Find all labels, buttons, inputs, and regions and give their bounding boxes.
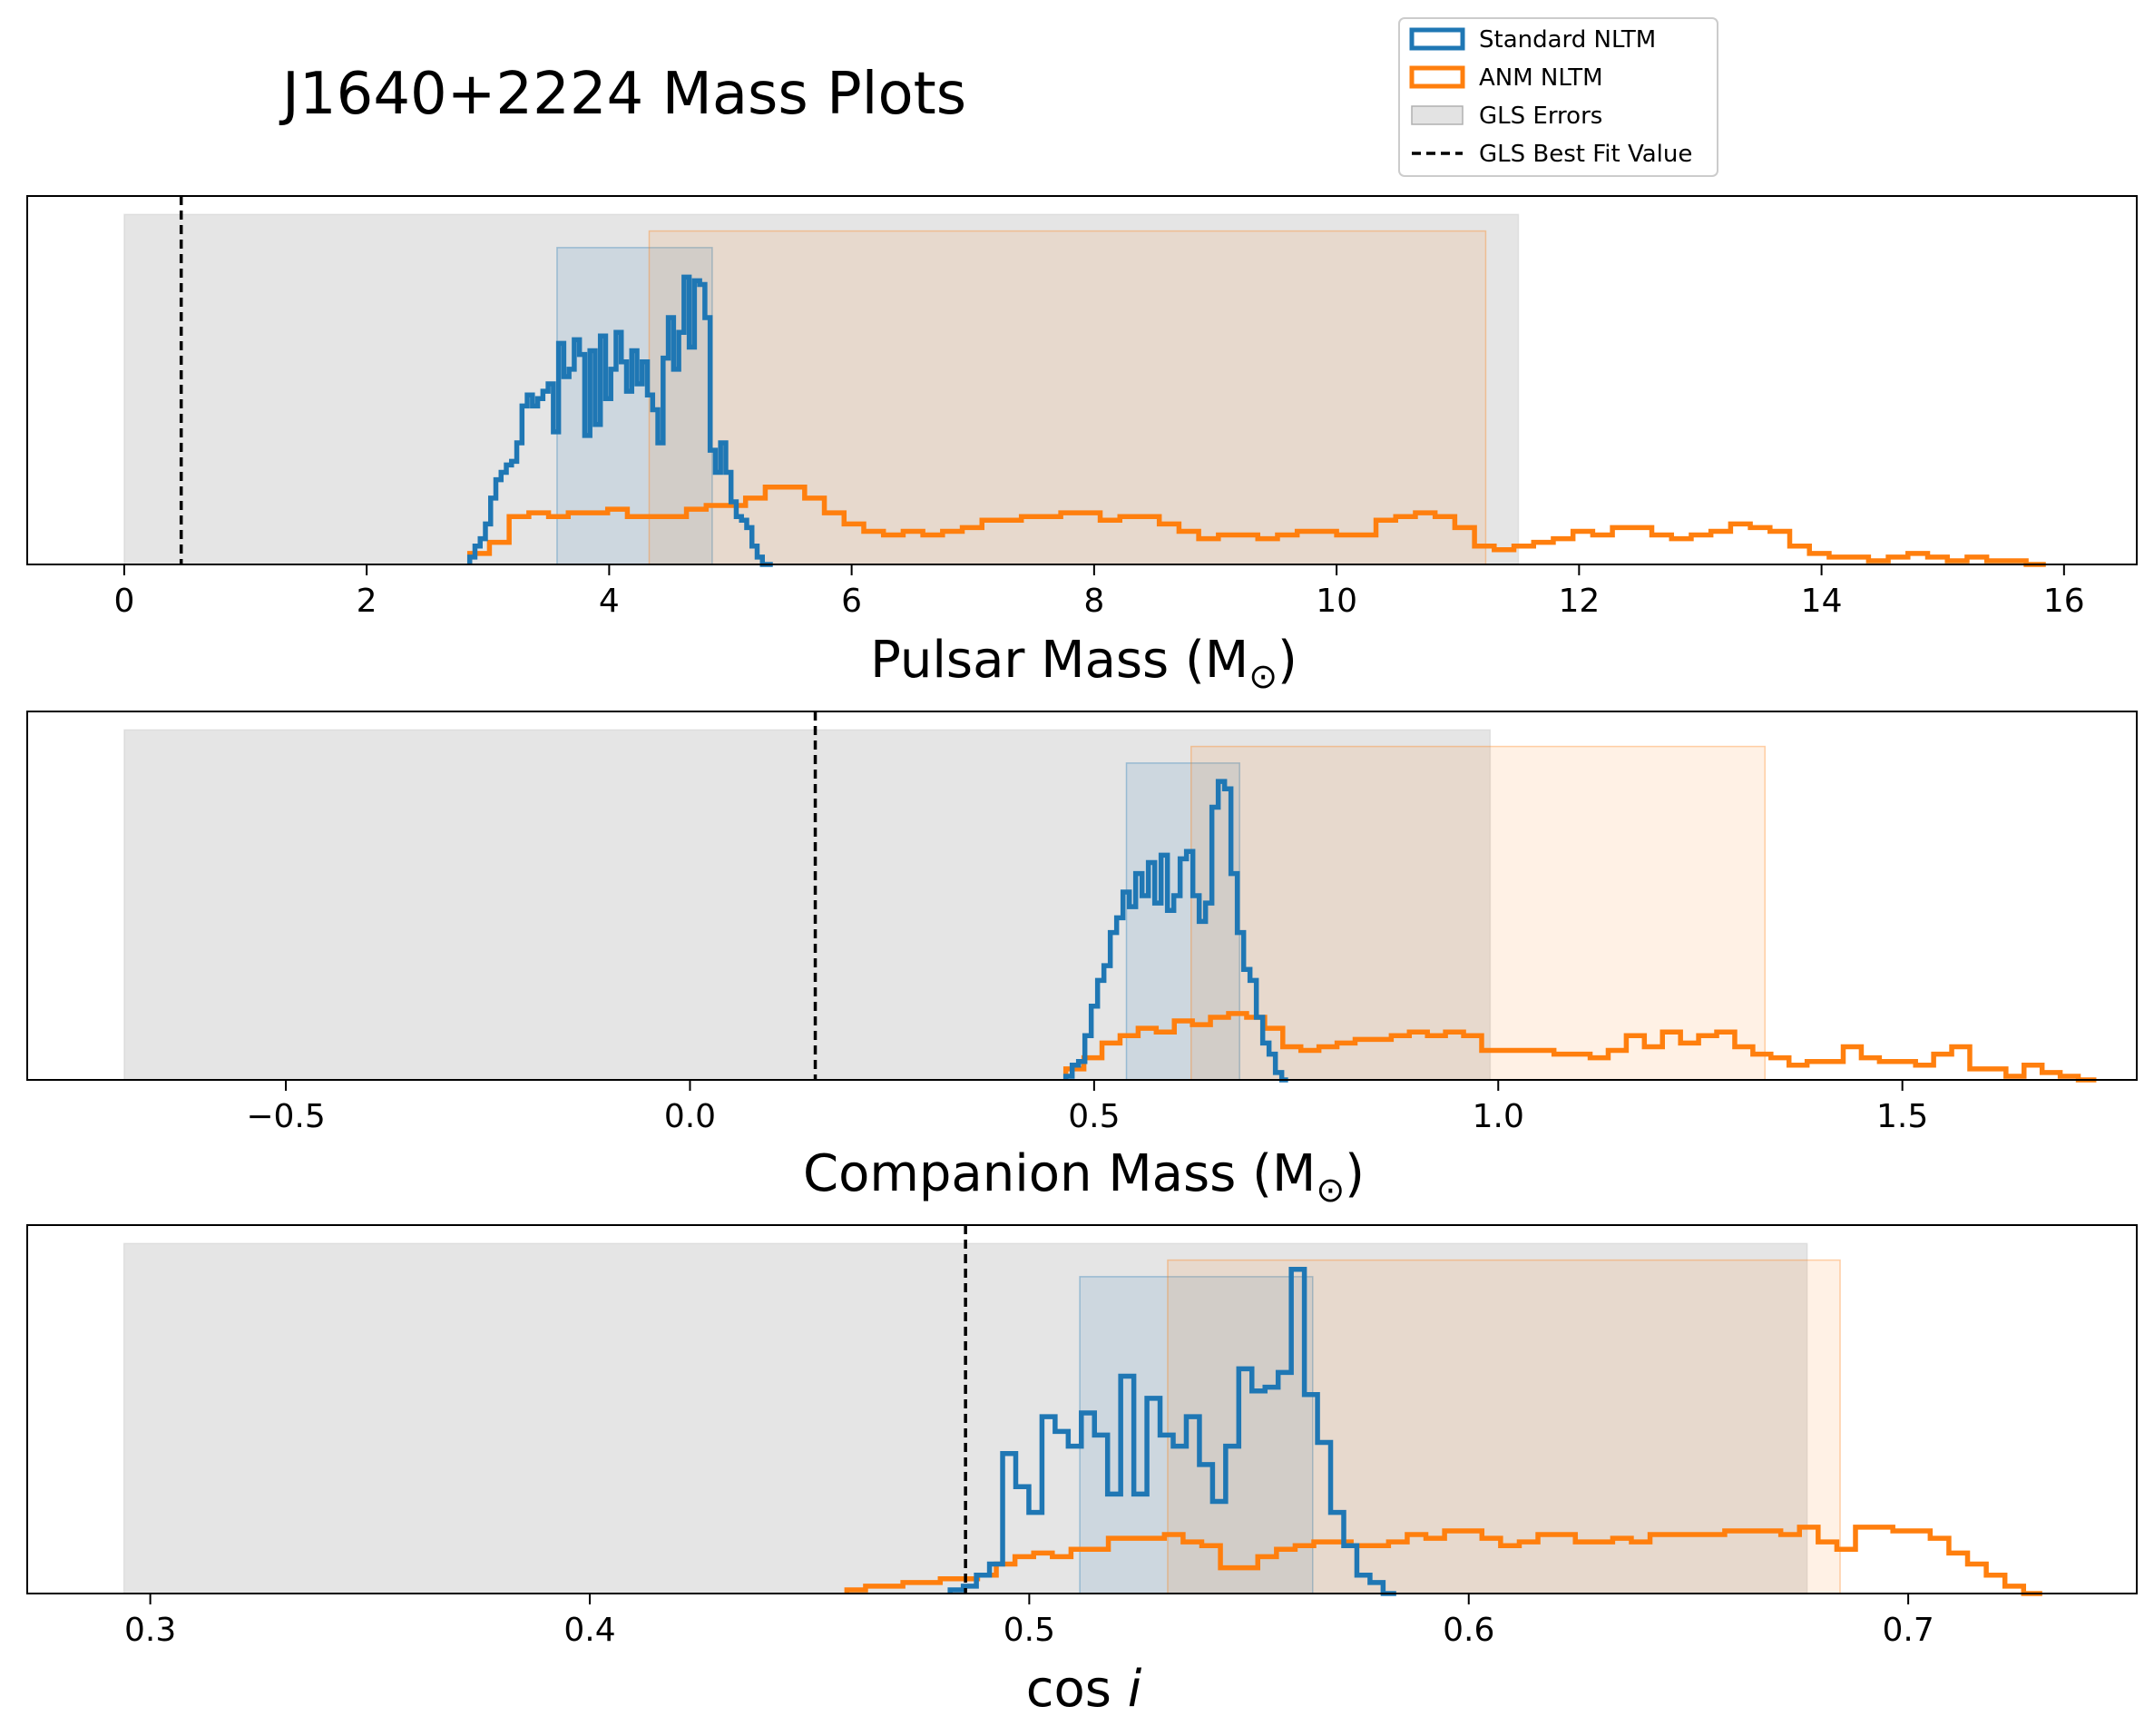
- legend-entry-anm: ANM NLTM: [1409, 64, 1603, 92]
- x-tick-label: 8: [1083, 583, 1104, 620]
- x-tick-label: 6: [841, 583, 862, 620]
- legend-label-anm: ANM NLTM: [1479, 64, 1603, 92]
- legend-entry-best-fit: GLS Best Fit Value: [1412, 141, 1692, 168]
- x-tick-label: 10: [1316, 583, 1357, 620]
- x-tick-label: −0.5: [246, 1098, 325, 1135]
- legend-label-best-fit: GLS Best Fit Value: [1479, 141, 1692, 168]
- legend-label-standard: Standard NLTM: [1479, 26, 1656, 54]
- legend-entry-gls-errors: GLS Errors: [1411, 103, 1602, 130]
- x-tick-label: 0.5: [1004, 1612, 1055, 1649]
- axes-frame: [26, 711, 2138, 1081]
- x-axis-label: Pulsar Mass (M⊙): [870, 631, 1297, 696]
- anm-nltm-histogram: [1062, 1011, 2097, 1083]
- x-tick-label: 0.3: [124, 1612, 176, 1649]
- x-tick-label: 4: [599, 583, 620, 620]
- x-tick-label: 1.0: [1473, 1098, 1524, 1135]
- anm-error-band: [1190, 745, 1766, 1081]
- x-tick-label: 0: [113, 583, 134, 620]
- standard-nltm-histogram: [466, 274, 773, 567]
- panel-cos-i: 0.3 0.4 0.5 0.6 0.7 cos i: [26, 1224, 2138, 1719]
- standard-nltm-histogram: [947, 1266, 1396, 1596]
- axes-frame: [26, 1224, 2138, 1594]
- x-tick-label: 1.5: [1876, 1098, 1928, 1135]
- x-tick-label: 0.7: [1882, 1612, 1934, 1649]
- x-tick-label: 0.6: [1443, 1612, 1494, 1649]
- x-tick-label: 14: [1801, 583, 1843, 620]
- panel-pulsar-mass: 0 2 4 6 8 10 12 14 16 Pulsar Mass (M⊙): [26, 195, 2138, 696]
- panel-companion-mass: −0.5 0.0 0.5 1.0 1.5 Companion Mass (M⊙): [26, 711, 2138, 1210]
- x-tick-label: 2: [357, 583, 377, 620]
- anm-nltm-histogram: [844, 1525, 2042, 1596]
- anm-error-band: [648, 230, 1487, 565]
- standard-nltm-histogram: [1062, 779, 1288, 1083]
- gls-error-band: [123, 213, 1520, 565]
- legend-label-gls-errors: GLS Errors: [1479, 103, 1602, 130]
- x-axis-label: cos i: [1026, 1660, 1142, 1719]
- chart-title: J1640+2224 Mass Plots: [279, 61, 966, 128]
- legend: Standard NLTM ANM NLTM GLS Errors GLS Be…: [1398, 17, 1718, 177]
- legend-entry-standard: Standard NLTM: [1409, 26, 1656, 54]
- x-axis-label: Companion Mass (M⊙): [803, 1144, 1365, 1210]
- x-tick-label: 0.5: [1068, 1098, 1120, 1135]
- x-tick-label: 16: [2043, 583, 2085, 620]
- x-tick-label: 0.4: [563, 1612, 615, 1649]
- anm-nltm-histogram: [466, 484, 2046, 567]
- anm-error-band: [1167, 1259, 1841, 1594]
- x-tick-label: 12: [1558, 583, 1600, 620]
- x-tick-label: 0.0: [664, 1098, 716, 1135]
- axes-frame: [26, 195, 2138, 565]
